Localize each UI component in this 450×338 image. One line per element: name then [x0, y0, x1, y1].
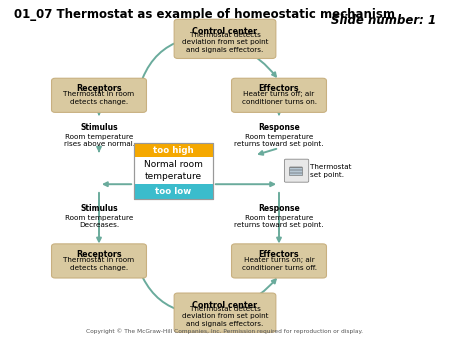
Text: 01_07 Thermostat as example of homeostatic mechanism: 01_07 Thermostat as example of homeostat…: [14, 8, 395, 21]
FancyArrowPatch shape: [198, 279, 276, 313]
Text: Room temperature
returns toward set point.: Room temperature returns toward set poin…: [234, 215, 324, 228]
Text: Copyright © The McGraw-Hill Companies, Inc. Permission required for reproduction: Copyright © The McGraw-Hill Companies, I…: [86, 328, 364, 334]
Text: Response: Response: [258, 204, 300, 213]
Bar: [289, 167, 302, 175]
Bar: [134, 143, 212, 199]
FancyArrowPatch shape: [216, 182, 274, 186]
Text: Room temperature
rises above normal.: Room temperature rises above normal.: [63, 134, 135, 147]
Text: Response: Response: [258, 123, 300, 132]
Bar: [134, 143, 212, 157]
Text: Normal room
temperature: Normal room temperature: [144, 160, 202, 181]
Text: Thermostat detects
deviation from set point
and signals effectors.: Thermostat detects deviation from set po…: [182, 306, 268, 327]
FancyArrowPatch shape: [104, 182, 131, 186]
FancyArrowPatch shape: [143, 40, 182, 78]
Text: Thermostat
set point.: Thermostat set point.: [310, 164, 352, 178]
Text: Slide number: 1: Slide number: 1: [331, 14, 436, 26]
Text: Thermostat in room
detects change.: Thermostat in room detects change.: [63, 92, 135, 105]
Text: Control center: Control center: [193, 301, 257, 310]
FancyArrowPatch shape: [97, 193, 101, 241]
Text: Receptors: Receptors: [76, 84, 122, 94]
Text: Receptors: Receptors: [76, 250, 122, 259]
FancyBboxPatch shape: [284, 159, 309, 182]
FancyArrowPatch shape: [143, 278, 184, 313]
Text: Thermostat detects
deviation from set point
and signals effectors.: Thermostat detects deviation from set po…: [182, 32, 268, 53]
Text: too low: too low: [155, 187, 191, 196]
Text: too high: too high: [153, 146, 194, 154]
Text: Heater turns on; air
conditioner turns off.: Heater turns on; air conditioner turns o…: [242, 257, 316, 270]
Text: Room temperature
returns toward set point.: Room temperature returns toward set poin…: [234, 134, 324, 147]
FancyArrowPatch shape: [97, 110, 101, 114]
FancyArrowPatch shape: [198, 39, 276, 76]
Bar: [134, 143, 212, 199]
FancyBboxPatch shape: [51, 78, 147, 112]
Text: Effectors: Effectors: [259, 84, 299, 94]
Text: Control center: Control center: [193, 27, 257, 36]
FancyBboxPatch shape: [174, 19, 276, 58]
Bar: [134, 184, 212, 199]
FancyArrowPatch shape: [259, 149, 276, 155]
Text: Stimulus: Stimulus: [80, 204, 118, 213]
Text: Room temperature
Decreases.: Room temperature Decreases.: [65, 215, 133, 228]
FancyArrowPatch shape: [277, 193, 281, 241]
FancyArrowPatch shape: [97, 147, 101, 151]
FancyBboxPatch shape: [174, 293, 276, 332]
FancyBboxPatch shape: [231, 244, 327, 278]
Text: Heater turns off; air
conditioner turns on.: Heater turns off; air conditioner turns …: [242, 92, 316, 105]
FancyBboxPatch shape: [51, 244, 147, 278]
FancyBboxPatch shape: [231, 78, 327, 112]
Text: Thermostat in room
detects change.: Thermostat in room detects change.: [63, 257, 135, 270]
FancyArrowPatch shape: [277, 110, 281, 114]
Text: Stimulus: Stimulus: [80, 123, 118, 132]
Text: Effectors: Effectors: [259, 250, 299, 259]
